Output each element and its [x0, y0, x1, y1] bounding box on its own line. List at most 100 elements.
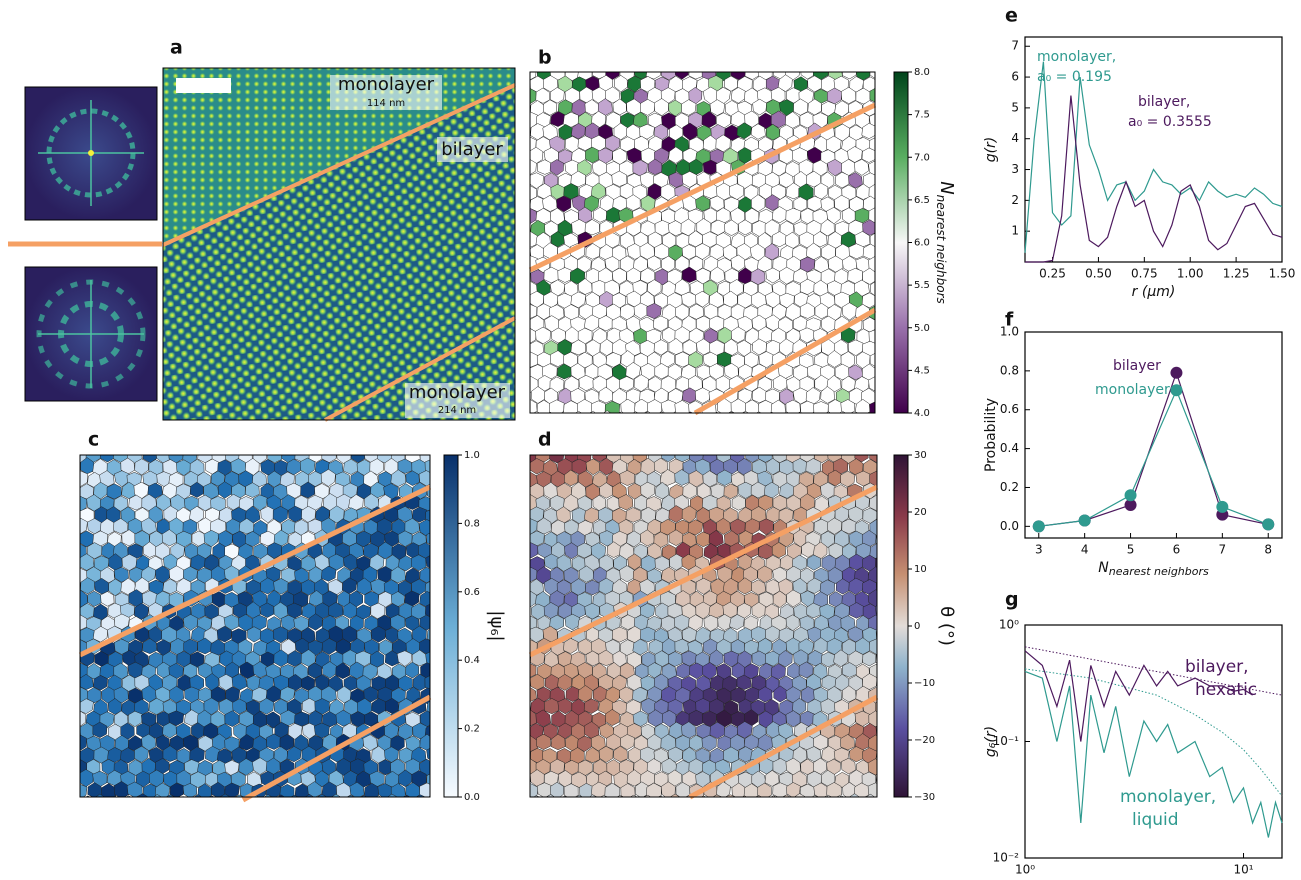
cell [641, 412, 655, 428]
cell [613, 796, 627, 811]
cell [877, 292, 891, 309]
cell [870, 353, 884, 368]
colorbar-label: Nnearest neighbors [935, 181, 958, 304]
cell [427, 531, 442, 546]
y-tick-label: 3 [1011, 162, 1019, 176]
y-axis-label: g₆(r) [983, 726, 999, 757]
cell [875, 699, 890, 715]
marker [1262, 518, 1274, 530]
x-tick-label: 1.00 [1177, 267, 1204, 281]
y-tick-label: 2 [1011, 193, 1019, 207]
cell [875, 555, 889, 571]
cell [620, 687, 634, 703]
x-tick-label: 6 [1173, 543, 1181, 557]
cell [357, 795, 372, 810]
cell [806, 412, 821, 428]
colorbar-label-text: θ (°) [936, 606, 957, 646]
x-tick-label: 0.25 [1039, 267, 1066, 281]
x-tick-label: 10⁰ [1015, 863, 1035, 877]
cell [661, 400, 676, 416]
panel-a-image: monolayer 114 nm bilayer monolayer 214 n… [163, 68, 515, 420]
cell [655, 412, 669, 429]
cell [100, 446, 115, 462]
y-tick-label: 1.0 [1000, 325, 1019, 339]
cell [863, 244, 878, 259]
cell [792, 412, 807, 428]
panel-letter: b [538, 47, 552, 69]
cell [877, 748, 891, 763]
cell [876, 771, 890, 787]
cell [620, 377, 634, 392]
cell [612, 627, 627, 642]
colorbar-label-text: |ψ₆| [486, 610, 507, 641]
thickness-label: 114 nm [367, 98, 405, 109]
cell [689, 63, 703, 79]
x-tick-label: 10¹ [1233, 863, 1253, 877]
cell [579, 375, 594, 391]
series-label: monolayer, [1120, 787, 1216, 807]
cell [876, 650, 890, 666]
series-label: hexatic [1195, 680, 1257, 700]
colorbar-tick-label: 8.0 [914, 67, 930, 78]
colorbar-tick-label: 5.0 [914, 323, 930, 334]
cell [732, 496, 746, 511]
cell [876, 316, 890, 332]
cell [779, 412, 794, 428]
cell [654, 796, 669, 811]
x-tick-label: 3 [1035, 543, 1043, 557]
cell [849, 244, 864, 259]
colorbar-label-text: N [936, 181, 957, 194]
cell [524, 543, 539, 558]
scale-bar [176, 78, 231, 93]
series-label: bilayer, [1185, 657, 1249, 677]
cell [640, 627, 655, 642]
y-tick-label: 1 [1011, 224, 1019, 238]
y-tick-label: 0.6 [1000, 402, 1019, 416]
cell [72, 735, 86, 752]
cell [557, 796, 571, 812]
x-tick-label: 1.50 [1269, 267, 1296, 281]
cell [585, 580, 599, 595]
cell [752, 796, 766, 812]
cell [697, 796, 710, 812]
colorbar-tick-label: 7.0 [914, 152, 930, 163]
cell [668, 413, 683, 428]
cell [572, 411, 586, 427]
cell [786, 400, 801, 416]
cell [724, 484, 738, 499]
cell [522, 687, 536, 702]
y-tick-label: 0.0 [1000, 519, 1019, 533]
cell [876, 148, 890, 164]
cell [821, 652, 835, 667]
cell [834, 796, 849, 812]
colorbar-tick-label: 5.5 [914, 280, 930, 291]
cell [586, 411, 600, 428]
fft-center [88, 150, 94, 156]
colorbar-tick-label: 0.6 [464, 587, 480, 598]
region-label: monolayer [409, 382, 506, 403]
x-axis-label-text: r (μm) [1132, 284, 1176, 300]
colorbar-label: θ (°) [936, 606, 957, 646]
x-axis-label: r (μm) [1132, 284, 1176, 300]
y-axis-label: Probability [983, 398, 999, 472]
y-tick-label: 7 [1011, 39, 1019, 53]
cell [877, 483, 891, 499]
colorbar-tick-label: 6.0 [914, 238, 930, 249]
cell [736, 412, 751, 429]
cell [875, 602, 889, 619]
cell [626, 508, 641, 523]
x-axis-label-sub: nearest neighbors [1109, 565, 1209, 578]
colorbar-tick-label: −30 [914, 792, 935, 803]
marker [1216, 501, 1228, 513]
cell [891, 795, 905, 812]
colorbar [894, 455, 908, 797]
cell [864, 413, 878, 428]
colorbar [444, 455, 458, 797]
cell [522, 663, 537, 678]
cell [800, 328, 815, 343]
fft-insets [8, 87, 162, 401]
colorbar-tick-label: 30 [914, 450, 927, 461]
marker [1033, 520, 1045, 532]
colorbar-tick-label: 0.4 [464, 655, 480, 666]
cell [889, 413, 904, 429]
